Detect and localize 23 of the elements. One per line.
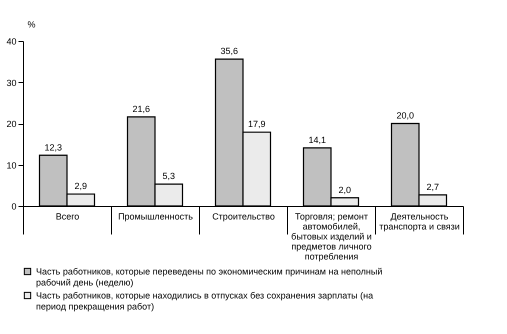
x-tick-label: Строительство xyxy=(212,212,275,222)
y-tick-label: 0 xyxy=(11,202,16,212)
y-tick-label: 30 xyxy=(6,78,16,88)
data-label: 2,0 xyxy=(338,184,352,195)
data-label: 21,6 xyxy=(132,104,150,114)
data-label: 14,1 xyxy=(308,134,326,145)
data-label: 35,6 xyxy=(220,46,238,56)
legend-label: Часть работников, которые переведены по экономическим причинам на неполный рабочий день (неделю) xyxy=(36,266,382,288)
y-tick-label: 40 xyxy=(6,36,16,46)
x-tick-label: Торговля; ремонт автомобилей, бытовых изделий и предметов личного потребления xyxy=(291,212,372,262)
legend-label: Часть работников, которые находились в отпусках без сохранения зарплаты (на период прекращения работ) xyxy=(36,290,374,312)
x-tick-label: Всего xyxy=(56,212,80,222)
y-tick-label: 10 xyxy=(6,160,16,170)
data-label: 2,9 xyxy=(74,181,88,192)
data-label: 12,3 xyxy=(44,142,62,152)
data-label: 2,7 xyxy=(426,182,440,192)
y-axis-title: % xyxy=(28,20,36,30)
data-label: 20,0 xyxy=(396,110,414,120)
data-label: 17,9 xyxy=(248,119,266,130)
y-tick-label: 20 xyxy=(6,119,16,129)
x-tick-label: Деятельность транспорта и связи xyxy=(379,212,460,232)
x-tick-label: Промышленность xyxy=(118,212,194,222)
data-label: 5,3 xyxy=(162,171,176,182)
